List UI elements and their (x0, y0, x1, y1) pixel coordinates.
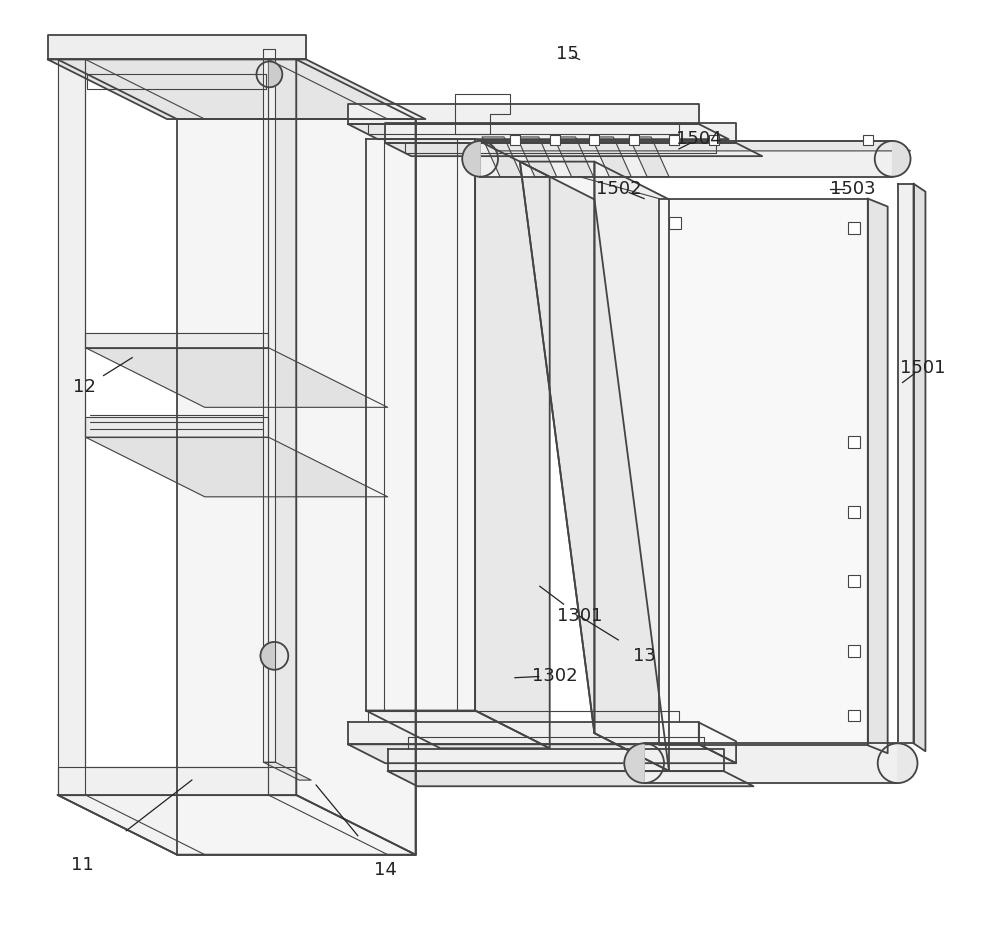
Polygon shape (366, 139, 475, 710)
Polygon shape (482, 137, 522, 177)
Polygon shape (644, 743, 898, 783)
Bar (510, 135, 520, 145)
Text: 15: 15 (556, 45, 579, 63)
Polygon shape (914, 184, 925, 751)
Text: 13: 13 (633, 647, 656, 665)
Polygon shape (385, 123, 736, 143)
Wedge shape (462, 141, 480, 177)
Text: 11: 11 (71, 856, 94, 873)
Polygon shape (85, 438, 388, 497)
Polygon shape (388, 749, 724, 771)
Polygon shape (659, 198, 868, 745)
Bar (669, 135, 679, 145)
Polygon shape (480, 141, 893, 177)
Wedge shape (260, 641, 274, 669)
Polygon shape (520, 161, 594, 733)
Polygon shape (594, 161, 669, 771)
Text: 14: 14 (374, 860, 397, 879)
Polygon shape (520, 161, 669, 771)
Polygon shape (366, 710, 550, 748)
Wedge shape (898, 743, 917, 783)
Polygon shape (48, 59, 425, 119)
Polygon shape (480, 141, 911, 151)
Polygon shape (554, 137, 593, 177)
Polygon shape (348, 124, 729, 139)
Bar (848, 576, 860, 587)
Text: 1301: 1301 (557, 607, 602, 625)
Text: 1503: 1503 (830, 180, 876, 197)
Bar (848, 709, 860, 721)
Wedge shape (893, 141, 911, 177)
Bar (848, 222, 860, 235)
Bar (550, 135, 560, 145)
Polygon shape (263, 49, 275, 762)
Text: 12: 12 (73, 378, 96, 397)
Polygon shape (296, 59, 416, 855)
Polygon shape (591, 137, 631, 177)
Text: 1504: 1504 (676, 130, 722, 148)
Polygon shape (348, 722, 699, 744)
Polygon shape (268, 59, 296, 795)
Polygon shape (475, 139, 550, 748)
Bar (848, 645, 860, 657)
Wedge shape (624, 743, 644, 783)
Text: 1502: 1502 (596, 180, 642, 197)
Polygon shape (348, 744, 736, 763)
Polygon shape (177, 119, 416, 855)
Polygon shape (517, 137, 557, 177)
Polygon shape (868, 198, 888, 754)
Bar (848, 506, 860, 517)
Bar (709, 135, 719, 145)
Polygon shape (348, 104, 699, 124)
Bar (629, 135, 639, 145)
Polygon shape (263, 762, 311, 781)
Polygon shape (58, 768, 296, 795)
Bar (669, 218, 681, 229)
Bar (848, 437, 860, 448)
Polygon shape (58, 795, 416, 855)
Text: 1501: 1501 (900, 359, 945, 376)
Polygon shape (629, 137, 669, 177)
Text: 1302: 1302 (532, 667, 577, 685)
Polygon shape (385, 143, 762, 156)
Polygon shape (388, 771, 753, 786)
Polygon shape (48, 34, 306, 59)
Polygon shape (58, 59, 85, 795)
Polygon shape (898, 184, 914, 743)
Bar (589, 135, 599, 145)
Bar (863, 135, 873, 145)
Wedge shape (269, 61, 282, 87)
Polygon shape (85, 348, 388, 407)
Polygon shape (85, 417, 268, 438)
Polygon shape (85, 333, 268, 348)
Polygon shape (699, 722, 736, 763)
